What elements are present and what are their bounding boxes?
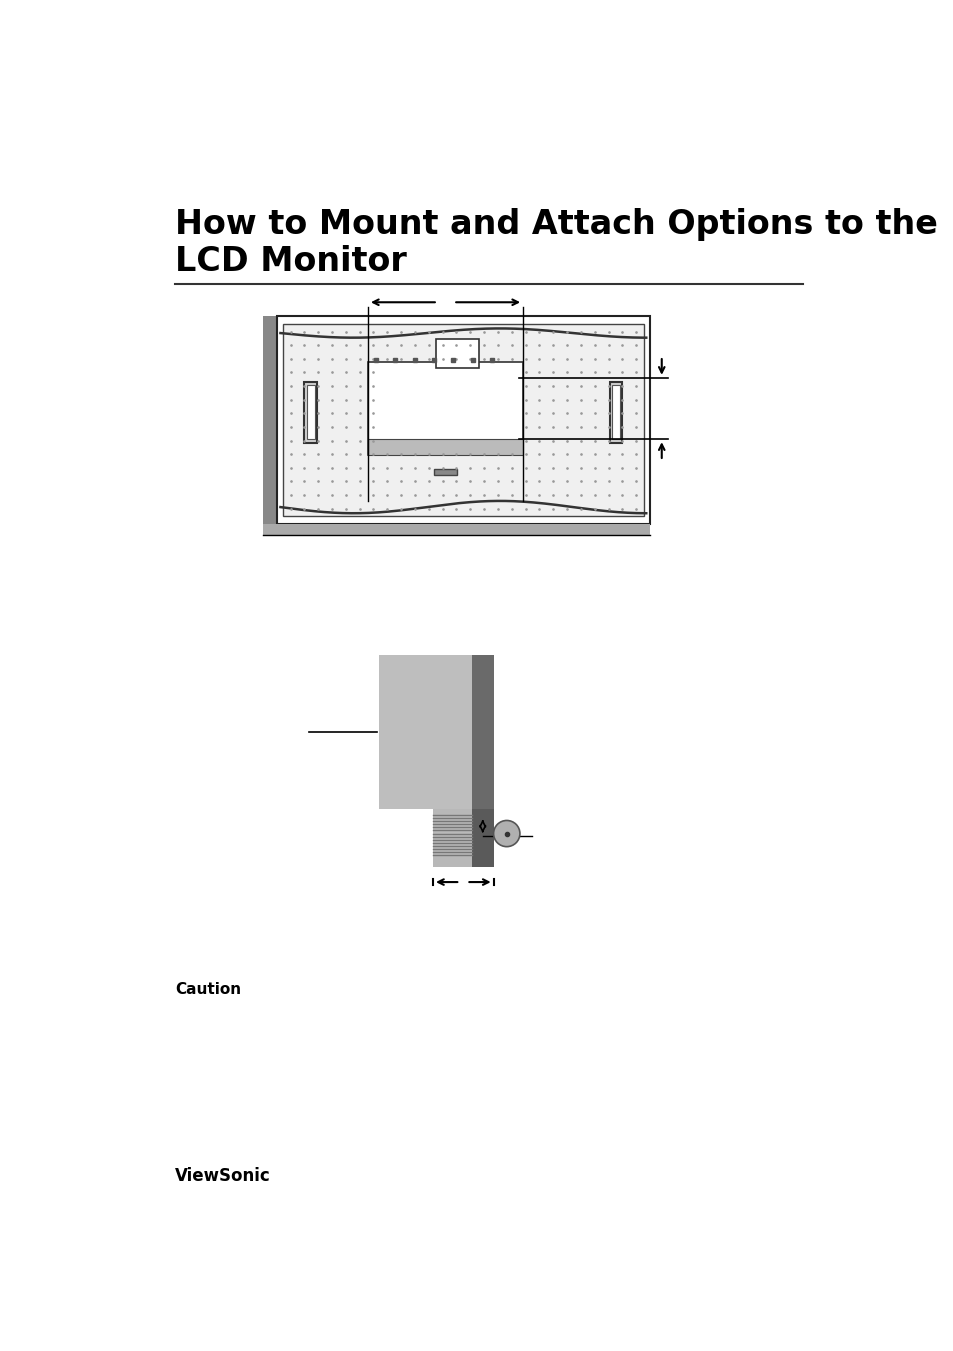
Bar [262,316,276,524]
Bar [434,469,456,474]
Text: How to Mount and Attach Options to the: How to Mount and Attach Options to the [174,208,937,242]
Bar [368,439,522,455]
Bar [304,381,316,443]
Bar [472,809,493,867]
Text: LCD Monitor: LCD Monitor [174,246,406,278]
Bar [282,324,643,516]
Bar [276,316,649,524]
Bar [378,655,472,809]
Text: ViewSonic: ViewSonic [174,1167,271,1185]
Bar [368,362,522,455]
Bar [609,381,621,443]
Bar [612,385,619,439]
Bar [436,339,478,369]
Bar [307,385,314,439]
Bar [262,524,649,535]
Circle shape [493,820,519,847]
Bar [472,655,493,809]
Bar [433,809,472,867]
Text: Caution: Caution [174,982,241,997]
